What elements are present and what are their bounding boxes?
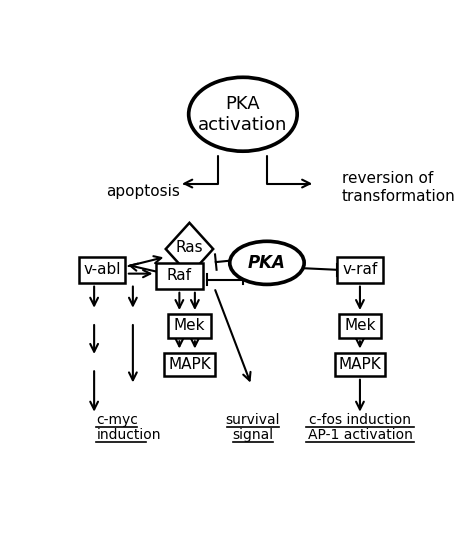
Text: induction: induction (96, 429, 161, 442)
Bar (156, 263, 202, 289)
Bar (338, 315, 381, 338)
Text: PKA: PKA (248, 254, 286, 272)
Text: Mek: Mek (173, 318, 205, 333)
Text: signal: signal (232, 429, 273, 442)
Text: Mek: Mek (344, 318, 376, 333)
Text: survival: survival (226, 413, 280, 427)
Bar (335, 353, 385, 376)
Ellipse shape (230, 241, 304, 285)
Bar (337, 257, 383, 283)
Text: AP-1 activation: AP-1 activation (308, 429, 412, 442)
Bar (164, 353, 215, 376)
Text: PKA
activation: PKA activation (198, 95, 288, 134)
Text: cAMP: cAMP (242, 242, 272, 251)
Bar (79, 257, 125, 283)
Text: c-myc: c-myc (96, 413, 138, 427)
Polygon shape (166, 223, 213, 275)
Text: v-raf: v-raf (342, 262, 378, 277)
Text: v-abl: v-abl (83, 262, 120, 277)
Text: MAPK: MAPK (168, 357, 211, 372)
Text: apoptosis: apoptosis (106, 184, 180, 198)
Text: reversion of
transformation: reversion of transformation (342, 171, 456, 204)
Text: MAPK: MAPK (338, 357, 381, 372)
Bar (168, 315, 211, 338)
Text: c-fos induction: c-fos induction (309, 413, 411, 427)
Text: Raf: Raf (167, 269, 192, 284)
Ellipse shape (189, 77, 297, 151)
Text: Ras: Ras (176, 240, 203, 255)
